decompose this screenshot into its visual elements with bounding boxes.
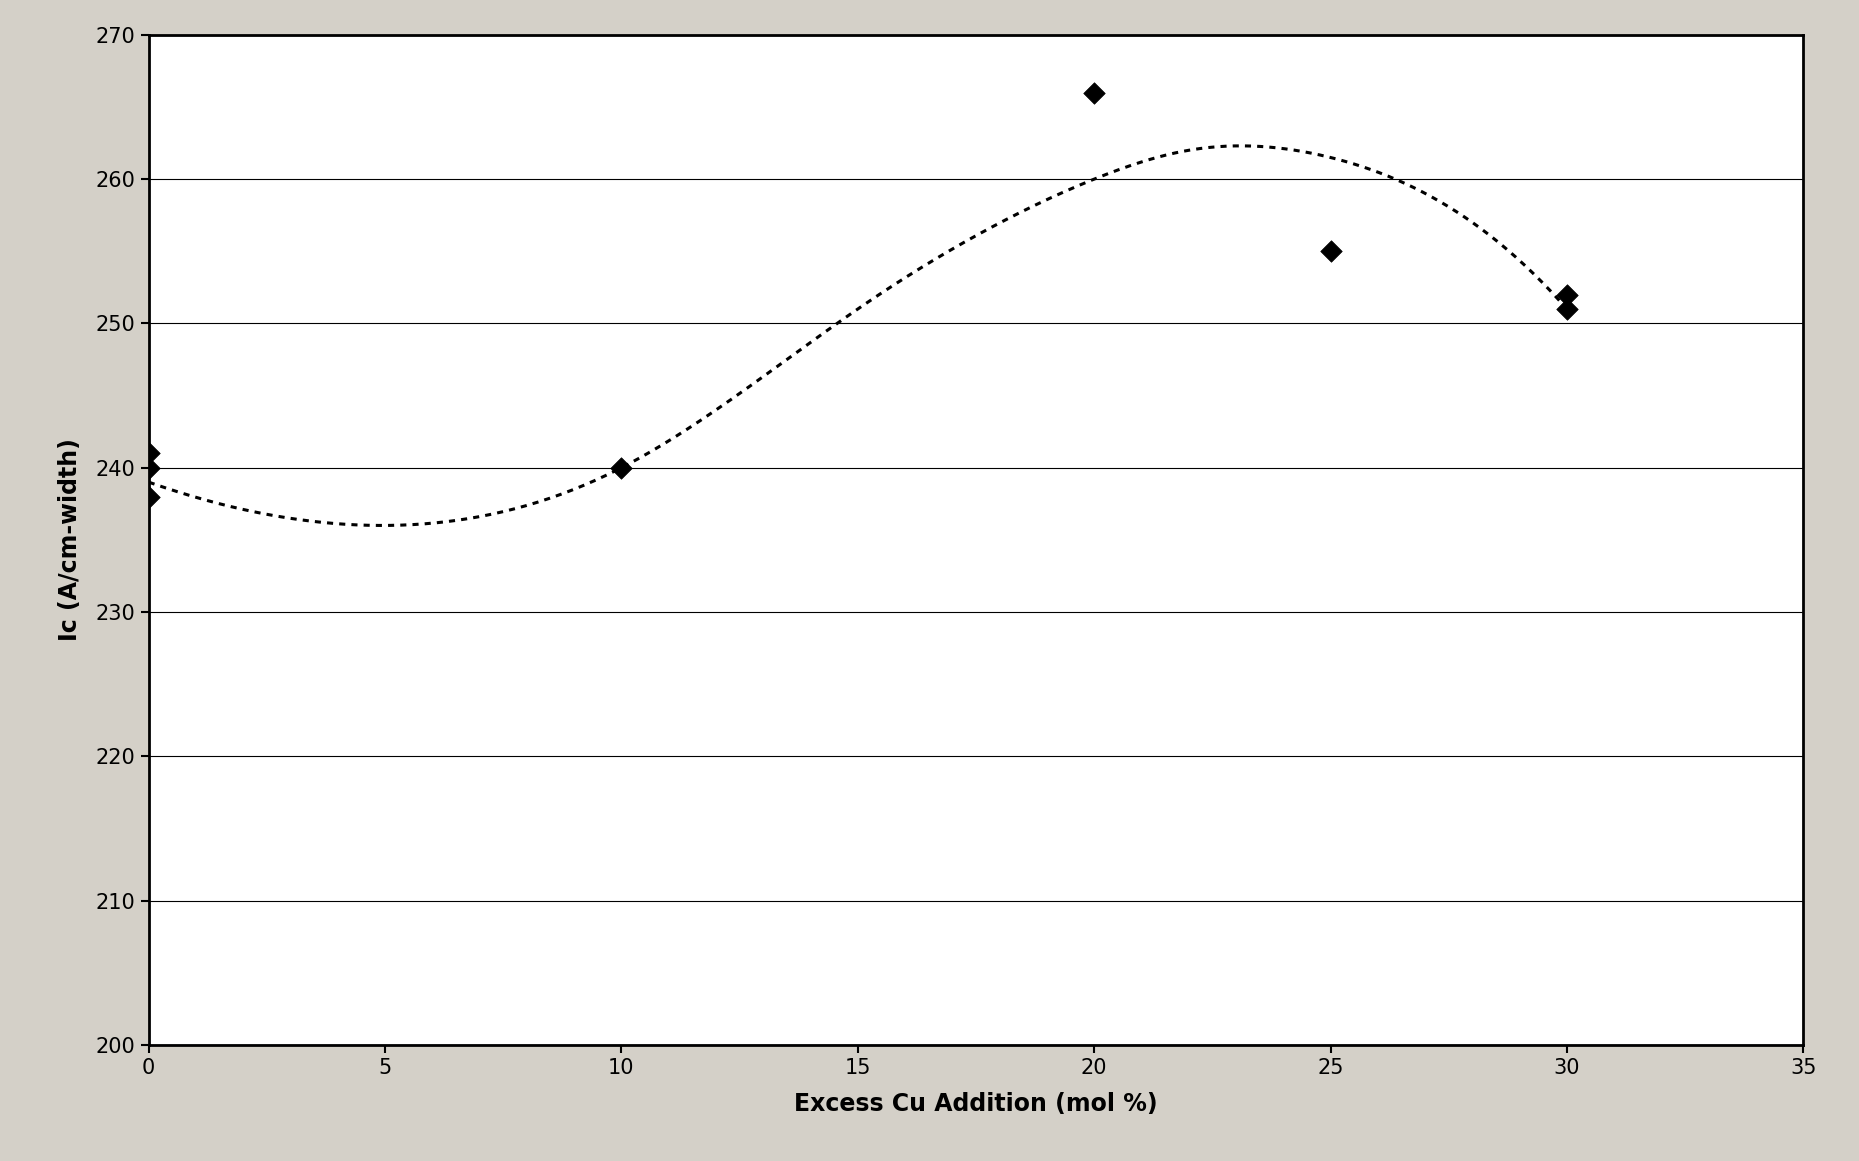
Point [1552, 300, 1582, 318]
Point [134, 459, 164, 477]
Point [134, 488, 164, 506]
Point [1080, 84, 1110, 102]
Point [134, 444, 164, 462]
Point [1316, 241, 1346, 260]
Point [1552, 286, 1582, 304]
X-axis label: Excess Cu Addition (mol %): Excess Cu Addition (mol %) [794, 1093, 1158, 1116]
Point [606, 459, 636, 477]
Y-axis label: Ic (A/cm-width): Ic (A/cm-width) [58, 439, 82, 641]
